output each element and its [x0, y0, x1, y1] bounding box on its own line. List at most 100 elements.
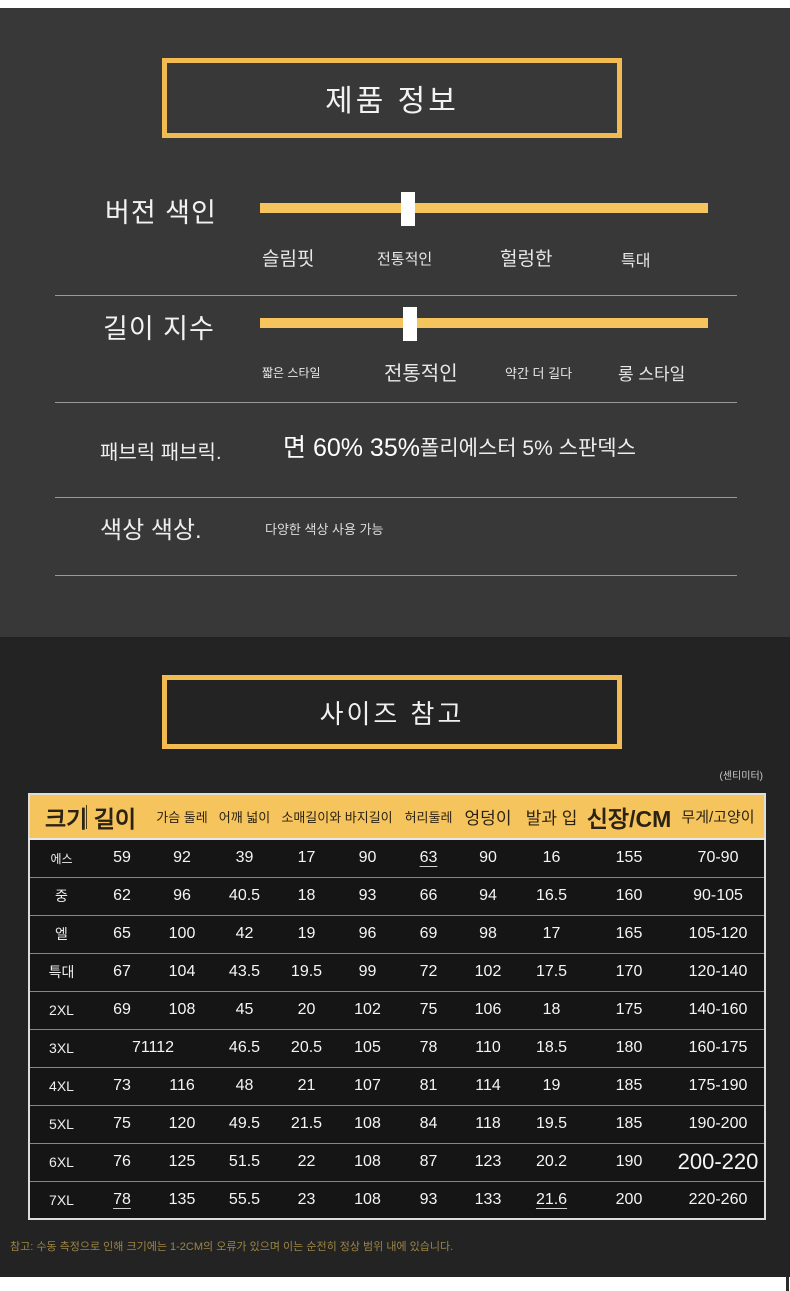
- fit-index-label: 버전 색인: [105, 198, 217, 228]
- table-cell: 43.5: [228, 963, 261, 980]
- table-cell: 170: [615, 963, 643, 980]
- table-cell: 20.2: [535, 1153, 568, 1170]
- fit-index-slider: [260, 192, 708, 226]
- table-cell: 4XL: [49, 1078, 74, 1094]
- table-cell: 125: [168, 1153, 196, 1170]
- slider-track: [260, 318, 708, 328]
- table-cell: 45: [235, 1001, 254, 1018]
- fabric-composition-sub: 폴리에스터 5% 스판덱스: [420, 437, 636, 460]
- table-cell: 18: [297, 887, 316, 904]
- column-header: 가슴 둘레: [156, 810, 208, 825]
- table-cell: 7XL: [49, 1191, 74, 1208]
- fit-tick-regular: 전통적인: [377, 251, 433, 268]
- table-cell: 21.6: [535, 1190, 568, 1208]
- size-reference-title-box: 사이즈 참고: [162, 675, 622, 749]
- table-cell: 94: [479, 887, 497, 904]
- table-cell: 100: [168, 925, 196, 942]
- table-cell: 81: [419, 1077, 438, 1094]
- table-cell: 55.5: [228, 1190, 261, 1208]
- table-cell: 93: [419, 1190, 438, 1208]
- column-header: 무게/고양이: [681, 809, 755, 826]
- length-tick-short: 짧은 스타일: [262, 366, 321, 380]
- table-cell: 65: [113, 925, 131, 942]
- table-cell: 48: [235, 1077, 254, 1094]
- table-cell: 102: [474, 963, 502, 980]
- page-edge-mark: [786, 1277, 789, 1291]
- table-cell: 114: [475, 1077, 501, 1094]
- table-cell: 5XL: [49, 1116, 74, 1132]
- table-cell: 118: [475, 1115, 501, 1132]
- table-cell: 105: [354, 1039, 381, 1056]
- table-cell: 62: [113, 887, 131, 904]
- table-cell: 200-220: [677, 1149, 759, 1174]
- table-cell: 102: [354, 1001, 381, 1018]
- table-cell: 69: [419, 925, 438, 942]
- table-cell: 20: [297, 1001, 316, 1018]
- table-cell: 90: [358, 849, 377, 867]
- table-cell: 42: [235, 925, 254, 942]
- table-cell: 75: [113, 1115, 131, 1132]
- table-cell: 185: [615, 1077, 643, 1094]
- table-row: 2XL 69 108 45 20 102 75 106 18 175 140-160: [29, 991, 766, 1029]
- table-cell: 20.5: [290, 1039, 323, 1056]
- table-cell: 155: [615, 849, 643, 867]
- length-tick-long: 롱 스타일: [618, 365, 686, 384]
- table-cell: 49.5: [228, 1115, 261, 1132]
- table-cell: 72: [419, 963, 438, 980]
- product-info-panel: 제품 정보 버전 색인 슬림핏 전통적인 헐렁한 특대 길이 지수 짧은 스타일…: [0, 8, 790, 637]
- table-row: 에스 59 92 39 17 90 63 90 16 155 70-90: [29, 839, 766, 877]
- slider-track: [260, 203, 708, 213]
- fabric-composition-main: 면 60% 35%: [283, 434, 420, 462]
- table-cell: 175: [615, 1001, 643, 1018]
- table-cell: 90-105: [693, 887, 743, 904]
- table-cell: 110: [475, 1039, 501, 1056]
- table-cell: 108: [354, 1153, 381, 1170]
- table-cell: 17: [297, 849, 316, 867]
- table-cell: 70-90: [697, 849, 739, 867]
- column-header: 어깨 넓이: [218, 810, 271, 825]
- table-cell: 73: [113, 1077, 131, 1094]
- table-cell: 180: [615, 1039, 643, 1056]
- table-cell: 16.5: [535, 887, 568, 904]
- length-index-label: 길이 지수: [103, 314, 215, 344]
- table-cell: 76: [113, 1153, 131, 1170]
- table-cell: 75: [419, 1001, 438, 1018]
- column-header: 엉덩이: [464, 809, 512, 828]
- table-cell: 16: [542, 849, 561, 867]
- table-cell: 92: [173, 849, 191, 867]
- table-row: 6XL 76 125 51.5 22 108 87 123 20.2 190 200-220: [29, 1143, 766, 1181]
- table-cell: 200: [615, 1190, 643, 1208]
- table-row: 엘 65 100 42 19 96 69 98 17 165 105-120: [29, 915, 766, 953]
- table-cell: 67: [113, 963, 131, 980]
- table-cell: 23: [297, 1190, 316, 1208]
- table-cell: 116: [169, 1077, 195, 1094]
- size-table-body: 에스 59 92 39 17 90 63 90 16 155 70-90 중 62 96 40.5 18 93 6…: [29, 839, 766, 1219]
- table-cell: 160-175: [688, 1039, 748, 1056]
- size-table-header-row: 크기 길이 가슴 둘레 어깨 넓이 소매길이와 바지길이 허리둘레 엉덩이 발과 입 신장/C…: [29, 794, 766, 839]
- color-label: 색상 색상.: [100, 517, 202, 544]
- table-cell: 18: [542, 1001, 561, 1018]
- table-row: 7XL 78 135 55.5 23 108 93 133 21.6 200 220-260: [29, 1181, 766, 1219]
- table-cell: 98: [479, 925, 497, 942]
- column-header: 발과 입: [525, 809, 578, 828]
- table-cell: 6XL: [49, 1154, 74, 1170]
- divider: [55, 497, 737, 498]
- table-cell: 87: [419, 1153, 438, 1170]
- table-cell: 46.5: [228, 1039, 261, 1056]
- table-cell: 78: [419, 1039, 438, 1056]
- table-cell: 63: [419, 849, 438, 867]
- size-reference-panel: 사이즈 참고 (센티미터) 크기 길이 가슴 둘레 어깨 넓이 소매길이와 바지길이 허…: [0, 637, 790, 1277]
- divider: [55, 402, 737, 403]
- table-row: 중 62 96 40.5 18 93 66 94 16.5 160 90-105: [29, 877, 766, 915]
- color-value: 다양한 색상 사용 가능: [265, 522, 384, 537]
- table-cell: 22: [297, 1153, 316, 1170]
- table-cell: 에스: [50, 851, 73, 866]
- length-index-slider: [260, 307, 708, 341]
- table-cell: 107: [354, 1077, 381, 1094]
- table-cell: 19: [542, 1077, 561, 1094]
- table-cell: 105-120: [688, 925, 748, 942]
- table-cell: 135: [168, 1190, 196, 1208]
- table-cell: 78: [113, 1190, 131, 1208]
- table-cell: 99: [358, 963, 377, 980]
